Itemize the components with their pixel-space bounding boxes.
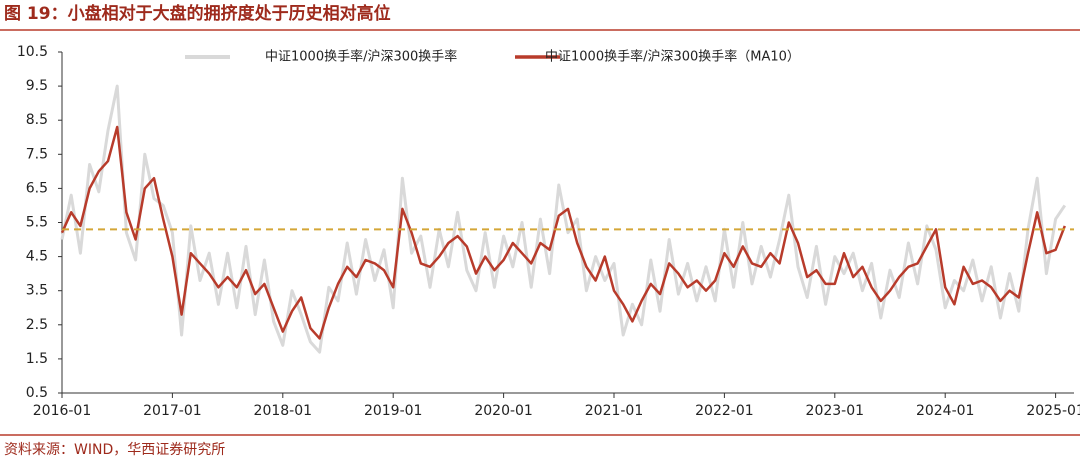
y-tick-label: 5.5 xyxy=(26,215,48,231)
legend-label: 中证1000换手率/沪深300换手率（MA10） xyxy=(545,49,800,65)
source-note: 资料来源：WIND，华西证券研究所 xyxy=(4,442,225,458)
y-tick-label: 1.5 xyxy=(26,351,48,367)
y-tick-label: 6.5 xyxy=(26,180,48,196)
x-tick-label: 2020-01 xyxy=(474,403,533,419)
x-tick-label: 2023-01 xyxy=(806,403,865,419)
x-tick-label: 2025-01 xyxy=(1026,403,1080,419)
x-tick-label: 2016-01 xyxy=(33,403,92,419)
x-tick-label: 2018-01 xyxy=(254,403,313,419)
x-tick-label: 2022-01 xyxy=(695,403,754,419)
chart-title: 图 19：小盘相对于大盘的拥挤度处于历史相对高位 xyxy=(4,3,391,24)
x-tick-label: 2017-01 xyxy=(143,403,202,419)
x-tick-label: 2019-01 xyxy=(364,403,423,419)
y-tick-label: 0.5 xyxy=(26,385,48,401)
y-tick-label: 8.5 xyxy=(26,112,48,128)
x-tick-label: 2024-01 xyxy=(916,403,975,419)
x-tick-label: 2021-01 xyxy=(585,403,644,419)
y-tick-label: 10.5 xyxy=(17,44,48,60)
series-line xyxy=(60,84,1067,354)
series-line xyxy=(60,125,1066,340)
legend-label: 中证1000换手率/沪深300换手率 xyxy=(265,49,457,65)
y-tick-label: 7.5 xyxy=(26,146,48,162)
y-tick-label: 4.5 xyxy=(26,249,48,265)
y-tick-label: 3.5 xyxy=(26,283,48,299)
y-tick-label: 2.5 xyxy=(26,317,48,333)
y-tick-label: 9.5 xyxy=(26,78,48,94)
